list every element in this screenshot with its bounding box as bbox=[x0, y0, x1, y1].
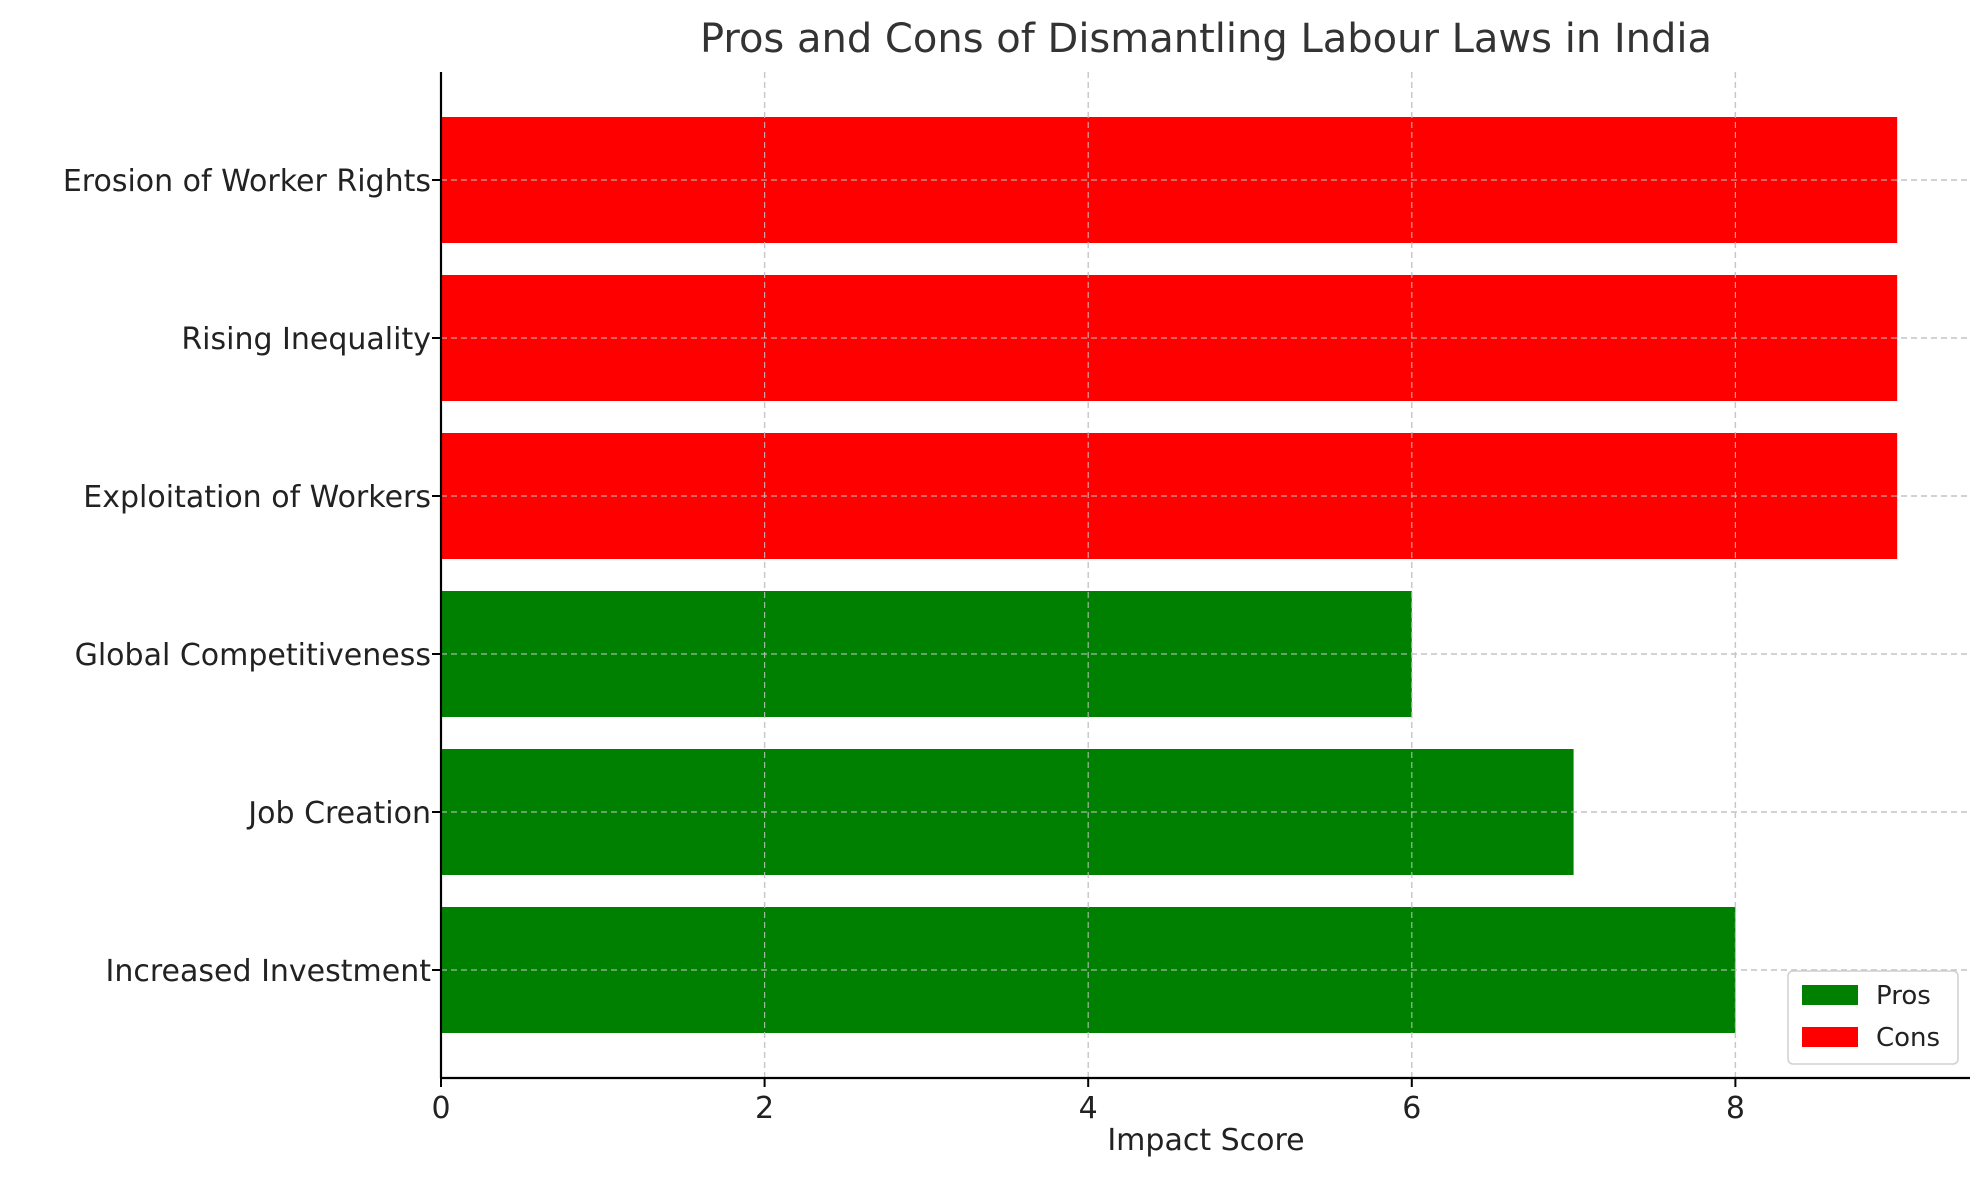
x-tick-label: 4 bbox=[1079, 1091, 1098, 1126]
legend-label: Pros bbox=[1876, 981, 1931, 1011]
x-tick-label: 2 bbox=[755, 1091, 774, 1126]
legend-swatch bbox=[1802, 985, 1858, 1005]
category-label: Global Competitiveness bbox=[75, 638, 431, 673]
legend: Pros Cons bbox=[1787, 970, 1959, 1065]
x-axis-title: Impact Score bbox=[1107, 1123, 1304, 1158]
bar bbox=[441, 433, 1898, 559]
category-label: Increased Investment bbox=[106, 954, 432, 989]
legend-swatch bbox=[1802, 1027, 1858, 1047]
chart-title: Pros and Cons of Dismantling Labour Laws… bbox=[700, 16, 1712, 62]
bar bbox=[441, 117, 1898, 243]
x-tick-label: 0 bbox=[431, 1091, 450, 1126]
axis-labels: 0 2 4 6 8 Increased Investment Job Creation Glo… bbox=[63, 164, 1745, 1126]
category-label: Exploitation of Workers bbox=[83, 480, 431, 515]
bar bbox=[441, 275, 1898, 401]
axes bbox=[432, 72, 1970, 1087]
bars bbox=[440, 72, 1970, 1078]
x-tick-label: 6 bbox=[1402, 1091, 1421, 1126]
x-tick-label: 8 bbox=[1726, 1091, 1745, 1126]
legend-label: Cons bbox=[1876, 1023, 1940, 1053]
category-label: Erosion of Worker Rights bbox=[63, 164, 431, 199]
category-label: Job Creation bbox=[246, 796, 431, 831]
category-label: Rising Inequality bbox=[181, 322, 431, 357]
